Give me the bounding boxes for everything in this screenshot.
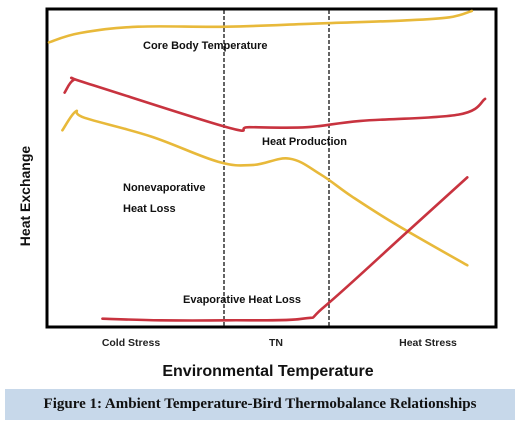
figure-caption: Figure 1: Ambient Temperature-Bird Therm…	[43, 396, 477, 412]
core-body-temperature-line	[47, 9, 474, 44]
caption-bar: Figure 1: Ambient Temperature-Bird Therm…	[5, 389, 515, 420]
x-tick-label-heat-stress: Heat Stress	[399, 337, 457, 349]
x-tick-label-tn: TN	[269, 337, 283, 349]
plot-frame	[45, 7, 498, 329]
heat-production-line	[63, 76, 487, 133]
nonevaporative-label-line2: Heat Loss	[123, 203, 176, 215]
y-axis-title: Heat Exchange	[17, 146, 33, 247]
heat-production-label: Heat Production	[262, 136, 347, 148]
evaporative-heat-loss-label: Evaporative Heat Loss	[183, 294, 301, 306]
nonevaporative-label-line1: Nonevaporative	[123, 182, 206, 194]
thermobalance-chart: Core Body Temperature Heat Production No…	[17, 7, 498, 380]
x-tick-label-cold-stress: Cold Stress	[102, 337, 161, 349]
evaporative-heat-loss-line	[101, 176, 469, 322]
nonevaporative-heat-loss-line	[61, 109, 469, 267]
x-axis-title: Environmental Temperature	[162, 363, 373, 380]
core-body-temperature-label: Core Body Temperature	[143, 40, 268, 52]
